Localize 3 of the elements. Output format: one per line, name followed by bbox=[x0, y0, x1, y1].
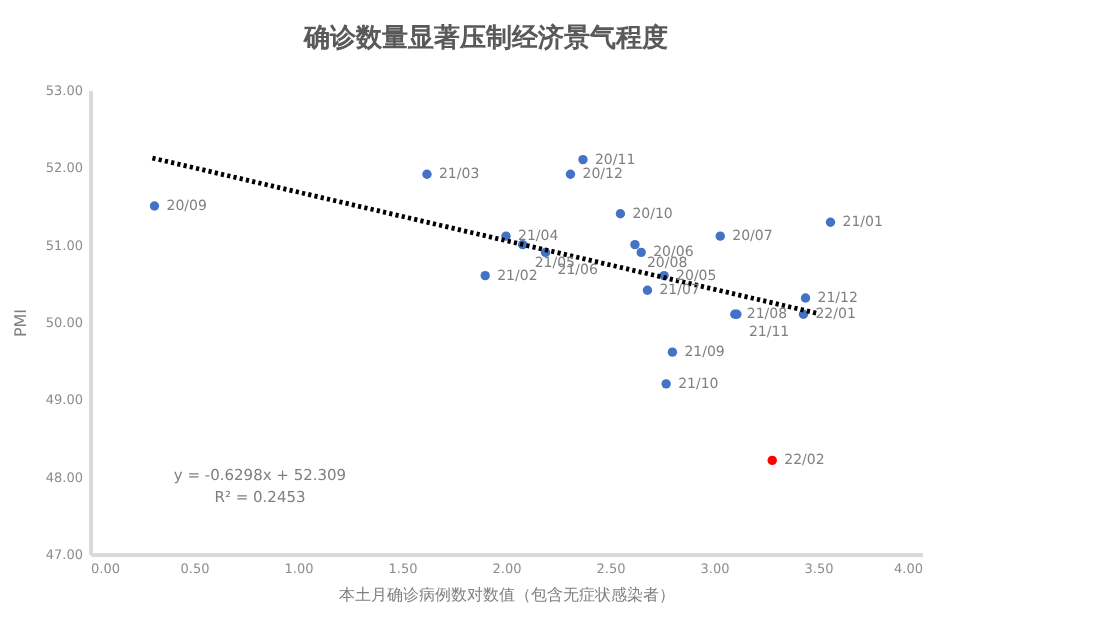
x-axis-title: 本土月确诊病例数对数值（包含无症状感染者） bbox=[339, 586, 675, 604]
y-axis-title: PMI bbox=[11, 308, 30, 338]
chart-title: 确诊数量显著压制经济景气程度 bbox=[302, 22, 668, 54]
